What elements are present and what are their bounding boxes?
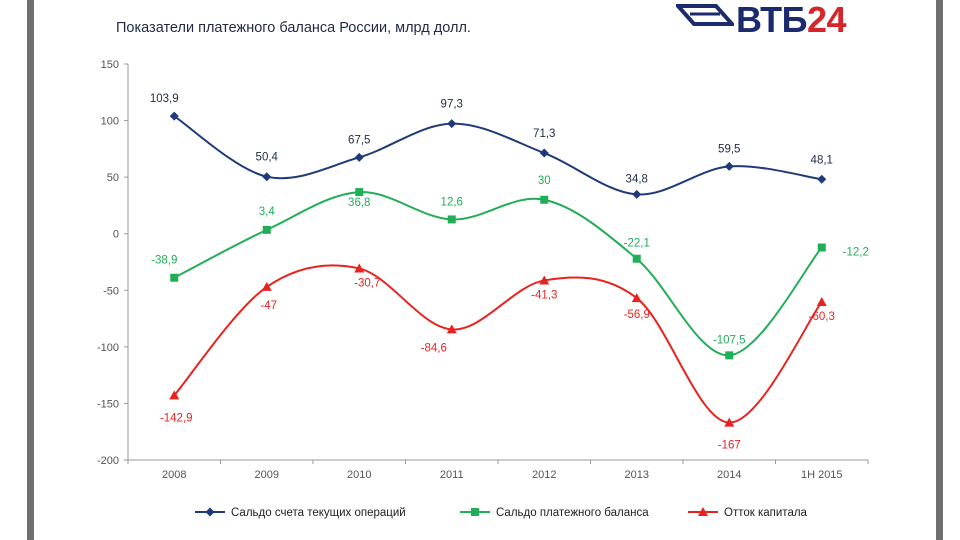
data-label: -167: [718, 440, 741, 452]
data-label: -22,1: [624, 238, 650, 250]
y-tick-label: 100: [101, 116, 119, 128]
data-label: 12,6: [441, 196, 463, 208]
x-tick-label: 2013: [625, 469, 649, 481]
diamond-marker: [539, 148, 549, 158]
triangle-marker: [816, 296, 827, 306]
data-label: 103,9: [150, 93, 179, 105]
chart-axes: 150 100 50 0 -50 -100 -150 -200 2008 2009 2010 2011…: [97, 59, 869, 481]
data-label: -41,3: [531, 289, 557, 301]
series-line-1: [173, 115, 822, 196]
chart-legend: Сальдо счета текущих операций Сальдо плат…: [195, 507, 808, 519]
triangle-marker: [446, 324, 457, 334]
y-tick-label: -200: [97, 455, 119, 467]
square-marker: [540, 195, 549, 204]
square-marker: [817, 243, 826, 252]
x-tick-label: 2009: [255, 469, 279, 481]
square-marker: [170, 273, 179, 282]
data-label: 50,4: [256, 152, 279, 164]
data-label: -142,9: [160, 412, 193, 424]
data-label: 30: [538, 175, 551, 187]
data-label: -107,5: [713, 334, 746, 346]
square-marker: [355, 188, 364, 197]
data-label: -47: [260, 300, 277, 312]
data-label: 71,3: [533, 128, 555, 140]
data-label: -84,6: [421, 342, 447, 354]
triangle-marker: [724, 417, 735, 427]
legend-label: Отток капитала: [724, 507, 808, 519]
diamond-marker: [205, 507, 215, 517]
data-label: 48,1: [811, 154, 833, 166]
diamond-marker: [817, 174, 827, 184]
x-tick-label: 2014: [717, 469, 741, 481]
square-marker: [262, 225, 271, 234]
y-tick-label: 50: [107, 172, 119, 184]
y-tick-label: -100: [97, 342, 119, 354]
vtb-logo-icon: [673, 4, 737, 26]
legend-label: Сальдо платежного баланса: [496, 507, 649, 519]
x-tick-label: 1Н 2015: [801, 469, 843, 481]
square-marker: [632, 254, 641, 263]
triangle-marker: [169, 390, 180, 400]
x-tick-label: 2010: [347, 469, 371, 481]
series-line-3: [173, 264, 823, 424]
x-tick-label: 2011: [440, 469, 464, 481]
y-tick-label: 0: [113, 229, 119, 241]
data-label: 34,8: [626, 173, 648, 185]
data-label: 59,5: [718, 143, 740, 155]
data-label: 97,3: [441, 99, 463, 111]
data-label: -56,9: [624, 309, 650, 321]
y-tick-label: 150: [101, 59, 119, 71]
chart-markers: [169, 111, 827, 427]
diamond-marker: [447, 119, 457, 129]
triangle-marker: [631, 293, 642, 303]
left-frame-border: [27, 0, 34, 540]
vtb24-logo: ВТБ24: [673, 0, 896, 48]
diamond-marker: [632, 189, 642, 199]
square-marker: [725, 351, 734, 360]
data-label: -60,3: [809, 311, 835, 323]
chart-data-labels: 103,9 50,4 67,5 97,3 71,3 34,8 59,5 48,1 -38,9 3,…: [150, 93, 869, 452]
data-label: 67,5: [348, 134, 370, 146]
data-label: -30,7: [354, 277, 380, 289]
diamond-marker: [169, 111, 179, 121]
data-label: 36,8: [348, 197, 370, 209]
diamond-marker: [724, 161, 734, 171]
x-tick-label: 2008: [162, 469, 186, 481]
data-label: 3,4: [259, 206, 276, 218]
x-tick-label: 2012: [532, 469, 556, 481]
data-label: -12,2: [843, 247, 869, 259]
data-label: -38,9: [151, 255, 177, 267]
square-marker: [471, 508, 479, 516]
logo-wordmark: ВТБ24: [736, 0, 847, 40]
triangle-marker: [698, 507, 708, 516]
y-tick-label: -50: [103, 285, 119, 297]
triangle-marker: [539, 275, 550, 285]
logo-text-main: ВТБ: [736, 0, 808, 40]
diamond-marker: [262, 172, 272, 182]
triangle-marker: [261, 281, 272, 291]
triangle-marker: [354, 263, 365, 273]
square-marker: [447, 215, 456, 224]
diamond-marker: [354, 152, 364, 162]
y-tick-label: -150: [97, 398, 119, 410]
legend-label: Сальдо счета текущих операций: [231, 507, 406, 519]
right-frame-border: [936, 0, 943, 540]
logo-text-num: 24: [807, 0, 847, 40]
chart-title: Показатели платежного баланса России, мл…: [116, 20, 471, 36]
